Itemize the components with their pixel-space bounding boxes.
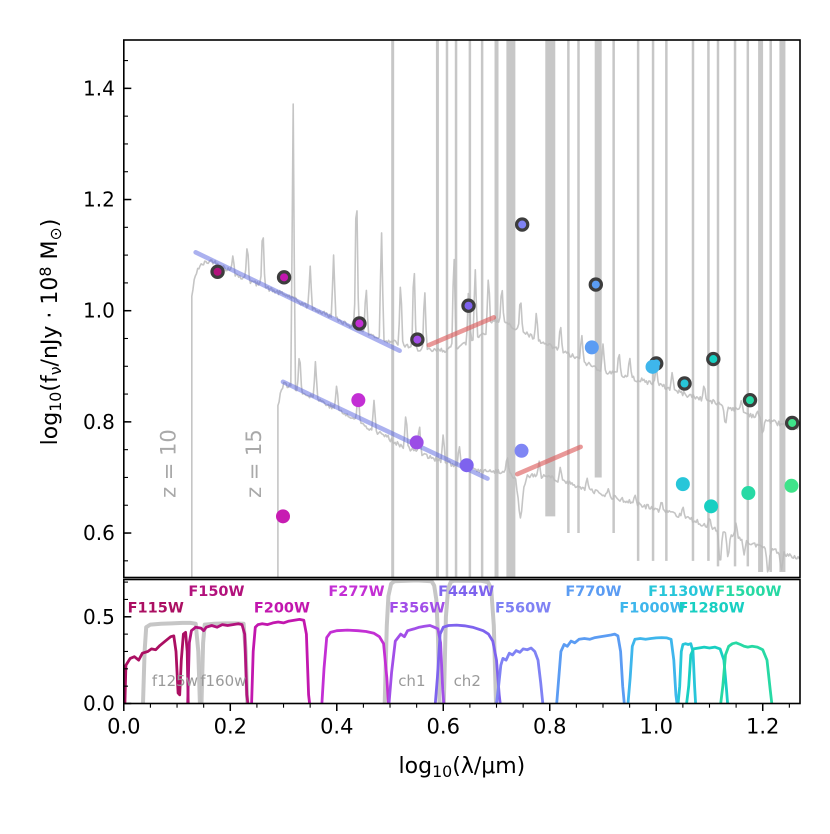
- xtick-label-0.6: 0.6: [427, 715, 460, 739]
- photometry-point-z15-F1000W: [645, 359, 660, 374]
- photometry-point-z15-F356W: [409, 435, 424, 450]
- filter-label-F150W: F150W: [188, 584, 244, 600]
- photometry-point-z15-F1130W: [675, 477, 690, 492]
- photometry-point-z10-F200W: [276, 270, 292, 285]
- photometry-point-z10-F1130W: [677, 376, 692, 391]
- photometry-point-z15-F770W: [584, 340, 599, 355]
- ytick-label-0.8: 0.8: [83, 410, 115, 434]
- main-panel-content: [191, 40, 801, 578]
- xtick-label-0.8: 0.8: [533, 715, 566, 739]
- z15-uv-slope-fit-line: [280, 379, 490, 481]
- filter-label-f160w: f160w: [200, 672, 246, 690]
- filter-label-F1130W: F1130W: [648, 584, 714, 600]
- filter-label-F1500W: F1500W: [715, 584, 781, 600]
- filter-curve-F150W: [186, 622, 250, 704]
- filter-curve-F560W: [495, 646, 545, 704]
- photometry-point-z10-F770W: [588, 277, 604, 292]
- filter-label-F770W: F770W: [565, 584, 621, 600]
- z10-optical-fit-line: [426, 315, 497, 348]
- main-panel-frame: [123, 39, 801, 579]
- photometry-point-z15-F560W: [514, 443, 529, 458]
- z10-uv-slope-fit-line: [193, 250, 402, 354]
- photometry-point-z15-F444W: [459, 458, 474, 473]
- filter-curve-F1500W: [719, 641, 774, 704]
- filter-curve-F1000W: [626, 636, 679, 704]
- spectrum-z15-line: [277, 103, 801, 578]
- filter-label-F1000W: F1000W: [619, 601, 685, 617]
- filter-curve-f160w: [199, 621, 250, 704]
- xtick-label-1.0: 1.0: [640, 715, 673, 739]
- ytick-label-1.2: 1.2: [83, 188, 115, 212]
- xtick-label-1.2: 1.2: [746, 715, 779, 739]
- photometry-point-z15-F1800W: [784, 478, 799, 493]
- ytick-label-0.6: 0.6: [83, 521, 115, 545]
- photometry-point-z10-F1280W: [706, 351, 721, 367]
- xtick-label-0.2: 0.2: [214, 715, 247, 739]
- filter-curve-F200W: [250, 618, 311, 704]
- redshift-label-0: z = 10: [156, 429, 180, 498]
- photometry-point-z10-F1800W: [784, 415, 800, 431]
- photometry-point-z10-F356W: [410, 332, 425, 347]
- filter-curve-ch1: [382, 579, 442, 704]
- x-axis-label: log10(λ/μm): [399, 754, 526, 781]
- filter-label-ch2: ch2: [454, 672, 481, 690]
- filter-curve-F770W: [555, 632, 626, 704]
- ytick-label-1.0: 1.0: [83, 299, 115, 323]
- photometry-point-z10-F277W: [352, 316, 367, 331]
- z15-optical-fit-line: [514, 444, 583, 477]
- filter-curve-F1130W: [676, 642, 697, 704]
- filter-label-F277W: F277W: [328, 584, 384, 600]
- filter-curve-ch2: [441, 579, 498, 704]
- filter-label-F115W: F115W: [128, 601, 184, 617]
- photometry-point-z10-F560W: [514, 217, 530, 232]
- photometry-point-z15-F277W: [351, 393, 366, 408]
- filter-label-ch1: ch1: [398, 672, 425, 690]
- ytick-label-1.4: 1.4: [83, 76, 115, 100]
- filter-curve-f125w: [141, 620, 202, 704]
- filter-curve-F115W: [123, 631, 190, 704]
- axes-frame-layer: 0.6 0.8 1.0 1.2 1.4 0.0 0.5 0.0 0.2 0.4 0.6 0.8 1.0 1…: [83, 39, 801, 739]
- filter-label-F200W: F200W: [254, 601, 310, 617]
- filter-panel-frame: [123, 578, 801, 705]
- filter-label-F356W: F356W: [389, 601, 445, 617]
- redshift-label-1: z = 15: [242, 429, 266, 498]
- photometry-point-z15-F1500W: [741, 486, 756, 501]
- photometry-point-z10-F150W: [210, 264, 225, 279]
- filter-label-F1280W: F1280W: [678, 601, 744, 617]
- filter-label-F444W: F444W: [438, 584, 494, 600]
- filter-curve-F277W: [320, 628, 390, 704]
- photometry-point-z15-F1280W: [704, 499, 719, 514]
- xtick-label-0.0: 0.0: [107, 715, 140, 739]
- photometry-point-z15-F200W: [275, 509, 290, 524]
- filter-curve-F444W: [433, 623, 502, 704]
- filter-panel-curves: [123, 579, 774, 704]
- xtick-label-0.4: 0.4: [320, 715, 353, 739]
- y-axis-label: log10(fν/nJy · 108 M⊙): [36, 219, 65, 446]
- filter-ytick-label-0.5: 0.5: [83, 605, 115, 629]
- photometry-point-z10-F1500W: [742, 392, 758, 408]
- photometry-point-z10-F444W: [461, 298, 476, 313]
- filter-label-F560W: F560W: [495, 601, 551, 617]
- filter-ytick-label-0.0: 0.0: [83, 692, 115, 716]
- filter-label-f125w: f125w: [152, 672, 198, 690]
